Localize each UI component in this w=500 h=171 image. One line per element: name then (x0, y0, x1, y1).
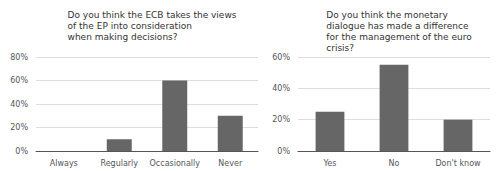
svg-text:Always: Always (50, 159, 78, 168)
svg-text:crisis?: crisis? (326, 43, 354, 53)
svg-text:20%: 20% (10, 123, 28, 132)
svg-text:dialogue has made a difference: dialogue has made a difference (326, 21, 469, 31)
svg-text:Regularly: Regularly (100, 159, 138, 168)
svg-text:Never: Never (218, 159, 243, 168)
svg-text:when making decisions?: when making decisions? (68, 32, 178, 42)
svg-text:Occasionally: Occasionally (150, 159, 201, 168)
svg-text:Do you think the ECB takes the: Do you think the ECB takes the views (68, 10, 237, 20)
svg-text:Don't know: Don't know (435, 159, 481, 168)
svg-text:for the management of the euro: for the management of the euro (326, 32, 472, 42)
svg-text:of the EP into consideration: of the EP into consideration (68, 21, 192, 31)
svg-text:60%: 60% (272, 53, 290, 62)
svg-text:No: No (389, 159, 400, 168)
svg-text:0%: 0% (277, 147, 290, 156)
svg-text:0%: 0% (15, 147, 28, 156)
svg-text:20%: 20% (272, 115, 290, 124)
svg-text:80%: 80% (10, 53, 28, 62)
svg-text:40%: 40% (10, 100, 28, 109)
svg-text:Yes: Yes (323, 159, 337, 168)
svg-text:60%: 60% (10, 76, 28, 85)
svg-text:Do you think the monetary: Do you think the monetary (326, 10, 448, 20)
svg-text:40%: 40% (272, 84, 290, 93)
